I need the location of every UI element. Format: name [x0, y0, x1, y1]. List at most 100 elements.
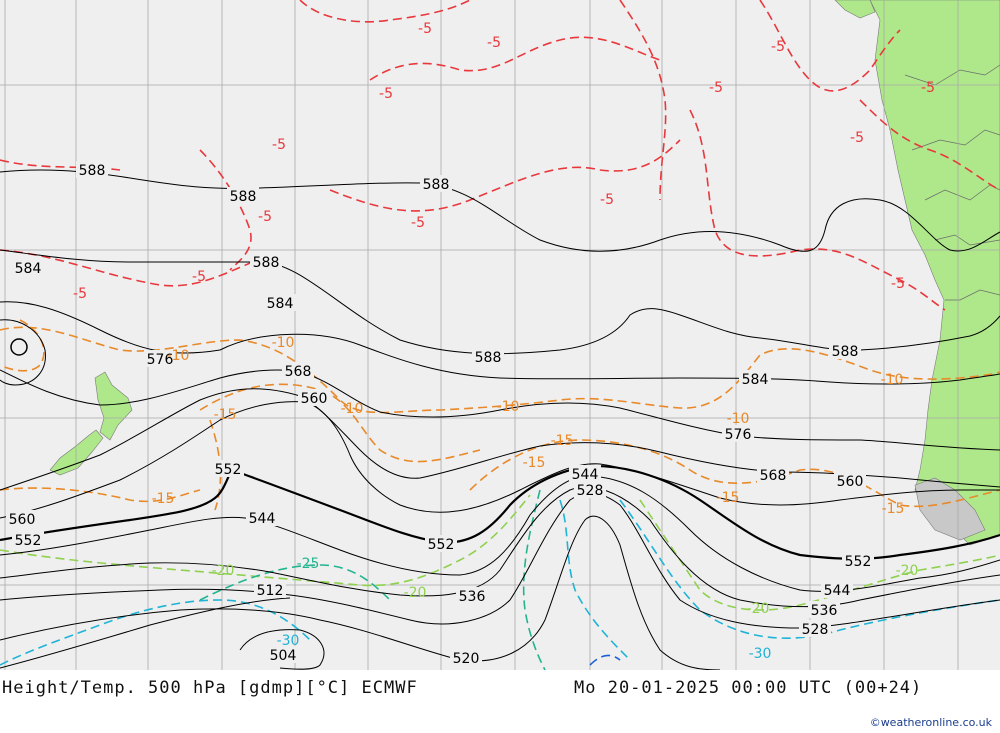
height-label-background — [12, 259, 44, 276]
height-label-background — [425, 535, 457, 552]
height-contour-label: 552 — [215, 462, 242, 478]
temperature-contour-label: -15 — [882, 501, 905, 517]
temp-contour-m5 — [299, 0, 471, 23]
height-label-background — [12, 531, 44, 548]
height-contour-label: 560 — [837, 474, 864, 490]
credit-link[interactable]: ©weatheronline.co.uk — [869, 716, 992, 729]
temperature-contour-label: -10 — [167, 348, 190, 364]
temperature-contour-label: -10 — [341, 401, 364, 417]
map-title: Height/Temp. 500 hPa [gdmp][°C] ECMWF — [2, 678, 418, 698]
temperature-contour-label: -5 — [487, 35, 501, 51]
height-contour-label: 536 — [811, 603, 838, 619]
temp-contour-m5 — [859, 99, 1000, 191]
height-label-background — [808, 601, 840, 618]
temperature-contour-label: -5 — [73, 286, 87, 302]
temperature-contour-label: -5 — [850, 130, 864, 146]
height-label-background — [282, 362, 314, 379]
height-label-background — [842, 552, 874, 569]
temperature-contours — [0, 0, 1000, 671]
height-contour-560 — [0, 401, 1000, 519]
height-contour-584 — [0, 301, 1000, 385]
height-contour-label: 584 — [267, 296, 294, 312]
temperature-contour-label: -10 — [881, 372, 904, 388]
height-label-background — [298, 389, 330, 406]
temp-contour-m10 — [469, 439, 1000, 508]
temperature-contour-label: -15 — [523, 455, 546, 471]
height-label-background — [574, 481, 606, 498]
temp-contour-m5 — [369, 36, 661, 81]
temp-contour-m5 — [0, 249, 271, 287]
temperature-contour-label: -10 — [497, 399, 520, 415]
height-label-background — [722, 425, 754, 442]
map-valid-time: Mo 20-01-2025 00:00 UTC (00+24) — [574, 678, 923, 698]
height-contour-label: 544 — [824, 583, 851, 599]
height-contour-576 — [0, 369, 1000, 451]
height-contour-label: 560 — [9, 512, 36, 528]
height-contour-label: 504 — [270, 648, 297, 664]
map-footer — [0, 670, 1000, 733]
temperature-contour-label: -20 — [212, 563, 235, 579]
height-label-background — [757, 466, 789, 483]
height-contour-label: 528 — [802, 622, 829, 638]
height-label-background — [472, 348, 504, 365]
height-contour-label: 576 — [147, 352, 174, 368]
temp-contour-m35 — [589, 654, 621, 666]
height-contour-588 — [0, 169, 1000, 252]
height-contour-label: 588 — [832, 344, 859, 360]
height-contour-512 — [0, 597, 291, 669]
height-label-background — [264, 294, 296, 311]
height-labels: 588 588 588 588 588 588 584 584 584 576 576 568 568 5… — [6, 161, 874, 667]
temperature-contour-label: -20 — [747, 601, 770, 617]
height-contour-588 — [0, 249, 1000, 355]
height-contour-label: 588 — [253, 255, 280, 271]
height-label-background — [246, 509, 278, 526]
height-label-background — [829, 342, 861, 359]
temp-contour-m5 — [329, 139, 681, 212]
temp-contour-m20 — [0, 494, 531, 587]
temperature-contour-label: -15 — [152, 491, 175, 507]
temperature-contour-label: -20 — [896, 563, 919, 579]
low-center-marker — [10, 338, 28, 356]
height-label-background — [212, 460, 244, 477]
height-contour-label: 552 — [428, 537, 455, 553]
temp-contour-m5 — [619, 0, 667, 201]
height-contour-label: 584 — [15, 261, 42, 277]
temperature-contour-label: -5 — [891, 276, 905, 292]
temperature-contour-label: -10 — [272, 335, 295, 351]
height-contours — [0, 169, 1000, 671]
height-label-background — [6, 510, 38, 527]
height-contour-label: 544 — [249, 511, 276, 527]
temp-contour-m10 — [0, 319, 45, 372]
height-label-background — [420, 175, 452, 192]
height-label-background — [227, 187, 259, 204]
height-contour-label: 576 — [725, 427, 752, 443]
height-contour-label: 568 — [285, 364, 312, 380]
height-contour-552 — [0, 464, 1000, 560]
height-contour-label: 560 — [301, 391, 328, 407]
temp-contour-m20 — [639, 499, 1000, 611]
temperature-contour-label: -10 — [727, 411, 750, 427]
temperature-contour-label: -5 — [418, 21, 432, 37]
height-label-background — [456, 587, 488, 604]
new-zealand-south-island — [49, 429, 104, 476]
height-contour-label: 588 — [475, 350, 502, 366]
central-america-land — [834, 0, 876, 19]
temp-contour-m5 — [199, 149, 252, 271]
height-contour-label: 588 — [423, 177, 450, 193]
height-contour-label: 552 — [845, 554, 872, 570]
height-label-background — [250, 253, 282, 270]
height-contour-536 — [0, 486, 1000, 608]
height-contour-label: 552 — [15, 533, 42, 549]
height-label-background — [569, 465, 601, 482]
height-contour-568 — [0, 388, 1000, 491]
height-contour-label: 528 — [577, 483, 604, 499]
temp-contour-m25 — [522, 489, 546, 671]
height-label-background — [834, 472, 866, 489]
height-label-background — [799, 620, 831, 637]
temperature-contour-label: -5 — [379, 86, 393, 102]
new-zealand-north-island — [94, 371, 133, 441]
temperature-contour-label: -5 — [258, 209, 272, 225]
temperature-contour-label: -5 — [192, 269, 206, 285]
temperature-contour-label: -15 — [717, 490, 740, 506]
temperature-contour-label: -5 — [411, 215, 425, 231]
